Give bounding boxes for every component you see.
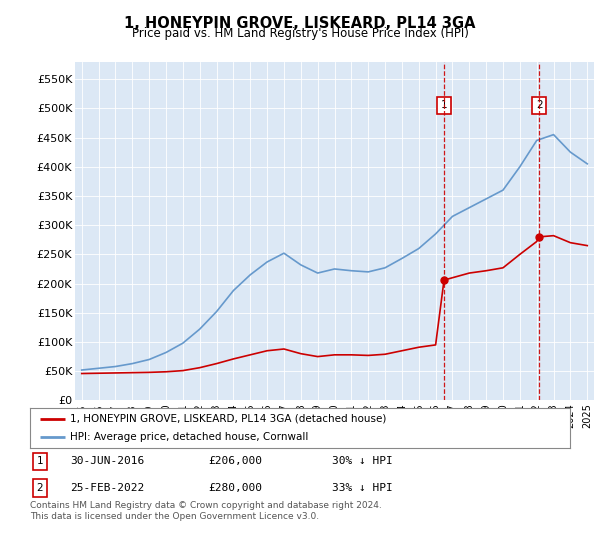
Text: 2: 2 bbox=[536, 100, 542, 110]
Text: Price paid vs. HM Land Registry's House Price Index (HPI): Price paid vs. HM Land Registry's House … bbox=[131, 27, 469, 40]
Text: £206,000: £206,000 bbox=[208, 456, 262, 466]
Text: 1: 1 bbox=[441, 100, 448, 110]
Text: 25-FEB-2022: 25-FEB-2022 bbox=[71, 483, 145, 493]
Text: 1, HONEYPIN GROVE, LISKEARD, PL14 3GA (detached house): 1, HONEYPIN GROVE, LISKEARD, PL14 3GA (d… bbox=[71, 414, 387, 423]
Text: 30% ↓ HPI: 30% ↓ HPI bbox=[332, 456, 393, 466]
Text: 1, HONEYPIN GROVE, LISKEARD, PL14 3GA: 1, HONEYPIN GROVE, LISKEARD, PL14 3GA bbox=[124, 16, 476, 31]
Text: 30-JUN-2016: 30-JUN-2016 bbox=[71, 456, 145, 466]
Text: 1: 1 bbox=[37, 456, 43, 466]
Text: HPI: Average price, detached house, Cornwall: HPI: Average price, detached house, Corn… bbox=[71, 432, 309, 442]
Text: 2: 2 bbox=[37, 483, 43, 493]
Text: 33% ↓ HPI: 33% ↓ HPI bbox=[332, 483, 393, 493]
Text: Contains HM Land Registry data © Crown copyright and database right 2024.
This d: Contains HM Land Registry data © Crown c… bbox=[30, 501, 382, 521]
Text: £280,000: £280,000 bbox=[208, 483, 262, 493]
